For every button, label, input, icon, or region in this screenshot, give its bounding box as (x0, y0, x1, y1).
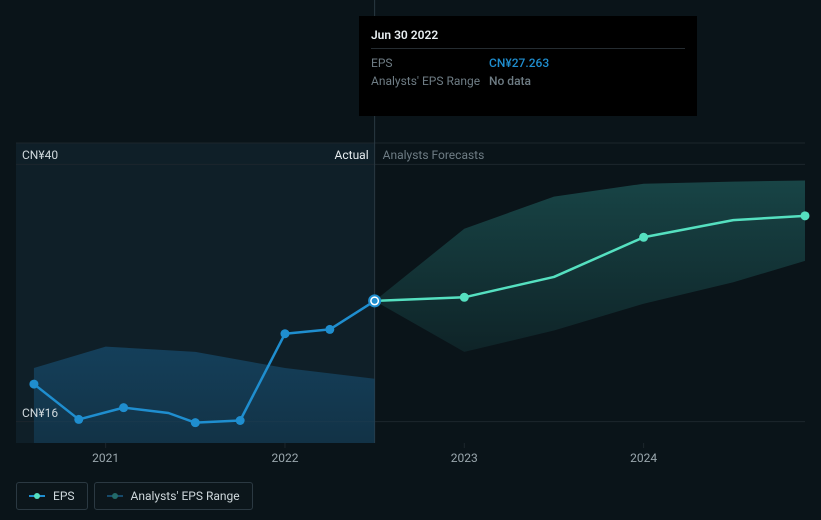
legend-label: EPS (53, 489, 75, 503)
y-axis-label: CN¥16 (22, 406, 58, 420)
legend-item-eps[interactable]: EPS (16, 482, 88, 510)
region-label-actual: Actual (335, 148, 369, 162)
y-axis-label: CN¥40 (22, 148, 58, 162)
x-axis-label: 2024 (630, 451, 657, 465)
chart-legend: EPS Analysts' EPS Range (16, 482, 253, 510)
tooltip-row-label: Analysts' EPS Range (371, 72, 489, 90)
tooltip-date: Jun 30 2022 (371, 26, 685, 44)
x-axis-label: 2021 (92, 451, 119, 465)
region-label-forecast: Analysts Forecasts (383, 148, 485, 162)
tooltip-row-value: No data (489, 72, 531, 90)
tooltip-row-label: EPS (371, 54, 489, 72)
x-axis-label: 2022 (271, 451, 298, 465)
x-axis-label: 2023 (451, 451, 478, 465)
tooltip-row-value: CN¥27.263 (489, 54, 549, 72)
chart-tooltip: Jun 30 2022 EPS CN¥27.263 Analysts' EPS … (359, 16, 697, 116)
eps-chart: CN¥40 CN¥16 2021 2022 2023 2024 Actual Analy… (0, 0, 821, 520)
legend-label: Analysts' EPS Range (131, 489, 240, 503)
legend-item-range[interactable]: Analysts' EPS Range (94, 482, 253, 510)
